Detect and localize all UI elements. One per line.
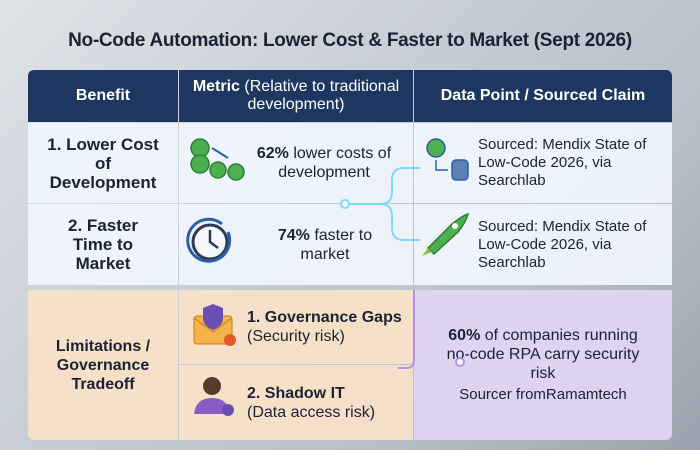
header-source: Data Point / Sourced Claim	[414, 70, 672, 122]
limitation-title: 1. Governance Gaps	[247, 309, 402, 326]
clock-icon	[186, 217, 232, 263]
limitations-label: Limitations / Governance Tradeoff	[28, 290, 178, 440]
title: No-Code Automation: Lower Cost & Faster …	[68, 30, 632, 51]
metric-value: 74%	[277, 226, 310, 244]
header-benefit: Benefit	[28, 70, 178, 122]
benefit-cell: 2. Faster Time to Market	[28, 204, 178, 285]
metric-text: lower costs of development	[278, 145, 392, 181]
claim-text: of companies running no-code RPA carry s…	[446, 327, 640, 382]
metric-value: 62%	[256, 145, 289, 162]
coins-icon	[190, 138, 245, 181]
rocket-icon	[422, 212, 470, 256]
header-metric-note: (Relative to traditional development)	[244, 78, 400, 113]
person-icon	[194, 377, 234, 416]
header-metric-bold: Metric	[192, 78, 240, 95]
database-icon	[426, 138, 469, 181]
benefit-cell: 1. Lower Cost of Development	[28, 123, 178, 203]
envelope-shield-icon	[193, 304, 236, 346]
claim-source: Sourcer fromRamamtech	[459, 386, 627, 403]
limitation-note: (Security risk)	[247, 328, 345, 345]
limitation-title: 2. Shadow IT	[247, 384, 345, 402]
source-cell: Sourced: Mendix State of Low-Code 2026, …	[414, 204, 672, 285]
limitation-note: (Data access risk)	[247, 403, 376, 421]
connector	[340, 167, 465, 369]
claim-value: 60%	[448, 327, 481, 344]
metric-text: faster to market	[300, 226, 373, 263]
header-metric: Metric (Relative to traditional developm…	[179, 70, 413, 122]
